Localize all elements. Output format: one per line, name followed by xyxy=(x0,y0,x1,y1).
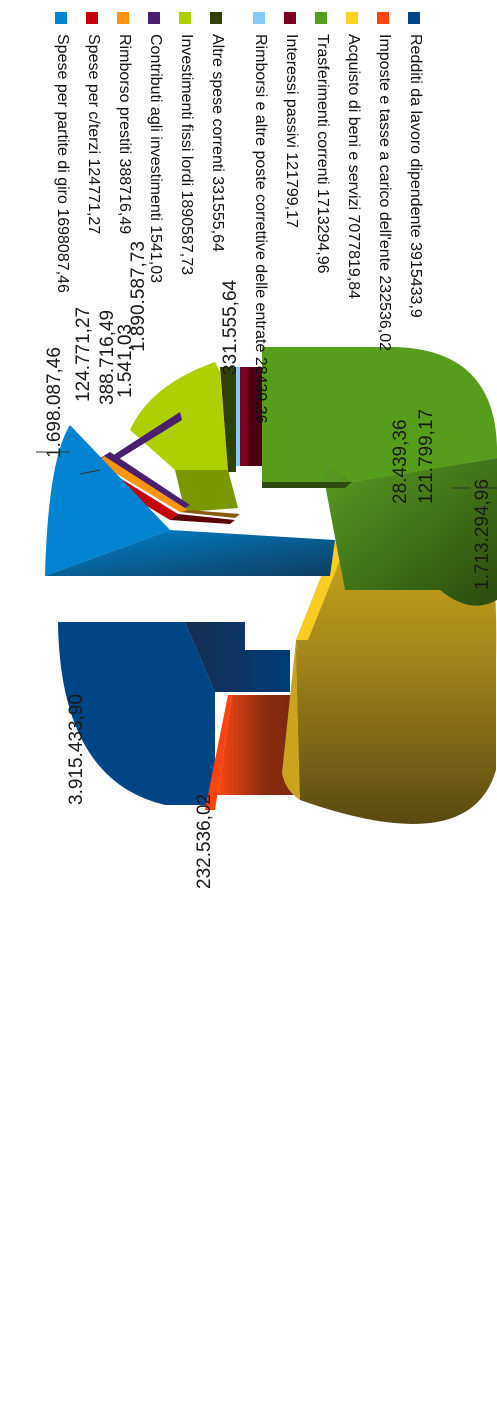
slice-spese-per-partite-di-giro xyxy=(45,425,335,576)
legend-swatch-interessi-passivi xyxy=(284,12,296,24)
legend-item-spese-per-c-terzi: Spese per c/terzi 124771,27 xyxy=(72,12,103,532)
legend: Redditi da lavoro dipendente 3915433,9 Im… xyxy=(41,12,425,532)
slice-interessi-passivi xyxy=(238,367,262,466)
slice-redditi-da-lavoro-dipendente-face-0 xyxy=(58,622,215,805)
legend-label-acquisto-di-beni-e-servizi: Acquisto di beni e servizi 7077819,84 xyxy=(345,34,362,300)
legend-swatch-redditi-da-lavoro-dipendente xyxy=(408,12,420,24)
legend-label-spese-per-partite-di-giro: Spese per partite di giro 1698087,46 xyxy=(54,34,71,293)
slice-rimborso-prestiti-face-0 xyxy=(100,452,190,510)
data-label-contributi-agli-investimenti: 1.541,03 xyxy=(115,324,136,398)
legend-swatch-spese-per-partite-di-giro xyxy=(55,12,67,24)
legend-swatch-contributi-agli-investimenti xyxy=(148,12,160,24)
legend-label-altre-spese-correnti: Altre spese correnti 331555,64 xyxy=(209,34,226,252)
legend-label-imposte-e-tasse-a-carico-dell-ente: Imposte e tasse a carico dell'ente 23253… xyxy=(376,34,393,352)
slice-acquisto-di-beni-e-servizi-face-1 xyxy=(282,640,300,800)
data-label-trasferimenti-correnti: 1.713.294,96 xyxy=(472,479,493,590)
slice-rimborso-prestiti xyxy=(97,452,240,518)
legend-swatch-spese-per-c-terzi xyxy=(86,12,98,24)
legend-label-interessi-passivi: Interessi passivi 121799,17 xyxy=(283,34,300,228)
data-label-rimborso-prestiti: 388.716,49 xyxy=(97,310,118,405)
data-label-investimenti-fissi-lordi: 1.890.587,73 xyxy=(128,241,149,352)
slice-trasferimenti-correnti-face-2 xyxy=(262,482,352,488)
legend-swatch-altre-spese-correnti xyxy=(210,12,222,24)
legend-item-acquisto-di-beni-e-servizi: Acquisto di beni e servizi 7077819,84 xyxy=(332,12,363,532)
legend-item-investimenti-fissi-lordi: Investimenti fissi lordi 1890587,73 xyxy=(165,12,196,532)
slice-trasferimenti-correnti-face-1 xyxy=(320,458,497,606)
data-label-imposte-e-tasse-a-carico-dell-ente: 232.536,02 xyxy=(194,794,215,889)
slice-spese-per-c-terzi-face-1 xyxy=(170,514,235,524)
slice-rimborso-prestiti-face-1 xyxy=(97,456,188,512)
legend-swatch-investimenti-fissi-lordi xyxy=(179,12,191,24)
legend-label-rimborso-prestiti: Rimborso prestiti 388716,49 xyxy=(116,34,133,235)
data-label-rimborsi-e-altre-poste-correttive-delle-entrate: 28.439,36 xyxy=(390,419,411,504)
data-label-interessi-passivi: 121.799,17 xyxy=(416,409,437,504)
legend-swatch-trasferimenti-correnti xyxy=(315,12,327,24)
data-label-spese-per-c-terzi: 124.771,27 xyxy=(73,307,94,402)
legend-item-rimborsi-e-altre-poste-correttive-delle-entrate: Rimborsi e altre poste correttive delle … xyxy=(227,12,270,532)
slice-trasferimenti-correnti xyxy=(262,347,497,606)
legend-item-trasferimenti-correnti: Trasferimenti correnti 1713294,96 xyxy=(301,12,332,532)
legend-item-interessi-passivi: Interessi passivi 121799,17 xyxy=(270,12,301,532)
legend-label-redditi-da-lavoro-dipendente: Redditi da lavoro dipendente 3915433,9 xyxy=(407,34,424,318)
slice-rimborso-prestiti-face-2 xyxy=(180,510,240,518)
slice-interessi-passivi-face-1 xyxy=(248,367,262,466)
legend-item-altre-spese-correnti: Altre spese correnti 331555,64 xyxy=(196,12,227,532)
slice-spese-per-partite-di-giro-face-1 xyxy=(45,530,335,576)
slice-contributi-agli-investimenti-face-0 xyxy=(112,412,182,462)
legend-label-investimenti-fissi-lordi: Investimenti fissi lordi 1890587,73 xyxy=(178,34,195,276)
slice-redditi-da-lavoro-dipendente-face-1 xyxy=(165,622,290,805)
slice-redditi-da-lavoro-dipendente xyxy=(58,622,290,805)
slice-interessi-passivi-face-0 xyxy=(238,367,248,466)
legend-swatch-rimborsi-e-altre-poste-correttive-delle-entrate xyxy=(253,12,265,24)
slice-spese-per-partite-di-giro-face-0 xyxy=(45,425,170,576)
legend-swatch-acquisto-di-beni-e-servizi xyxy=(346,12,358,24)
slice-imposte-e-tasse-a-carico-dell-ente-face-0 xyxy=(205,695,232,810)
slice-rimborsi-e-altre-poste-correttive-delle-entrate xyxy=(236,367,240,466)
slice-altre-spese-correnti-face-0 xyxy=(220,367,236,472)
legend-label-trasferimenti-correnti: Trasferimenti correnti 1713294,96 xyxy=(314,34,331,274)
legend-label-spese-per-c-terzi: Spese per c/terzi 124771,27 xyxy=(85,34,102,235)
slice-trasferimenti-correnti-face-0 xyxy=(262,347,497,482)
legend-item-rimborso-prestiti: Rimborso prestiti 388716,49 xyxy=(103,12,134,532)
legend-swatch-imposte-e-tasse-a-carico-dell-ente xyxy=(377,12,389,24)
legend-label-contributi-agli-investimenti: Contributi agli investimenti 1541,03 xyxy=(147,34,164,284)
legend-item-redditi-da-lavoro-dipendente: Redditi da lavoro dipendente 3915433,9 xyxy=(394,12,425,532)
legend-swatch-rimborso-prestiti xyxy=(117,12,129,24)
data-label-redditi-da-lavoro-dipendente: 3.915.433,90 xyxy=(66,694,87,805)
slice-investimenti-fissi-lordi-face-1 xyxy=(175,470,238,512)
data-label-altre-spese-correnti: 331.555,64 xyxy=(220,279,241,375)
legend-label-rimborsi-e-altre-poste-correttive-delle-entrate: Rimborsi e altre poste correttive delle … xyxy=(252,34,269,424)
leader-line xyxy=(79,469,101,475)
legend-item-spese-per-partite-di-giro: Spese per partite di giro 1698087,46 xyxy=(41,12,72,532)
legend-item-contributi-agli-investimenti: Contributi agli investimenti 1541,03 xyxy=(134,12,165,532)
slice-rimborsi-e-altre-poste-correttive-delle-entrate-face-0 xyxy=(236,367,240,466)
legend-item-imposte-e-tasse-a-carico-dell-ente: Imposte e tasse a carico dell'ente 23253… xyxy=(363,12,394,532)
slice-altre-spese-correnti xyxy=(220,367,236,472)
slice-contributi-agli-investimenti xyxy=(112,412,182,462)
data-label-spese-per-partite-di-giro: 1.698.087,46 xyxy=(44,347,65,458)
